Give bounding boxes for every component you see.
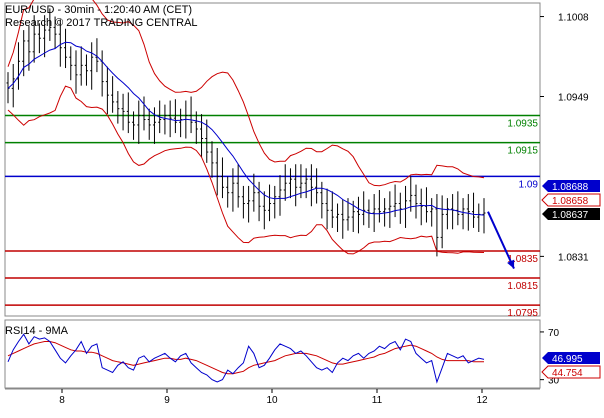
x-tick-label: 8 — [59, 395, 65, 406]
forecast-arrow-line — [487, 211, 515, 269]
bollinger-upper — [7, 0, 485, 187]
level-label-pivot: 1.09 — [519, 179, 539, 190]
x-tick-label: 10 — [266, 395, 278, 406]
level-label-support: 1.0835 — [507, 254, 538, 265]
chart-subtitle: Research © 2017 TRADING CENTRAL — [5, 17, 198, 29]
rsi-value-tag-label: 46.995 — [552, 354, 583, 365]
forecast-arrowhead — [507, 259, 515, 269]
y-tick-label: 1.0949 — [558, 92, 589, 103]
rsi-y-tick-label: 70 — [548, 328, 560, 339]
level-label-support: 1.0815 — [507, 281, 538, 292]
level-label-resistance: 1.0935 — [507, 118, 538, 129]
rsi-value-tag — [542, 352, 600, 364]
y-tick-label: 1.1008 — [558, 13, 589, 24]
bollinger-lower — [7, 85, 485, 255]
chart-title: EUR/USD - 30min - 1:20:40 AM (CET) — [5, 4, 193, 16]
rsi-panel-frame — [4, 319, 541, 389]
price-tag-last-label: 1.08637 — [552, 210, 589, 221]
price-tag-low — [541, 193, 601, 207]
y-tick-label: 1.0831 — [558, 252, 589, 263]
price-panel-frame — [4, 2, 541, 317]
x-tick-label: 12 — [476, 395, 488, 406]
x-tick-label: 11 — [372, 395, 383, 406]
candles — [6, 8, 486, 257]
price-tag-low-label: 1.08658 — [552, 196, 589, 207]
rsi-y-tick-label: 30 — [548, 376, 560, 387]
price-tag-last — [542, 208, 600, 220]
rsi-ma-value-tag-label: 44.754 — [552, 368, 583, 379]
price-tag-high-label: 1.08688 — [552, 182, 589, 193]
price-tag-high — [542, 180, 600, 192]
moving-average-line — [7, 41, 485, 216]
rsi-label: RSI14 - 9MA — [5, 325, 68, 337]
rsi-ma-value-tag — [541, 365, 601, 379]
x-tick-label: 9 — [164, 395, 170, 406]
rsi-line — [7, 333, 485, 384]
level-label-resistance: 1.0915 — [507, 146, 538, 157]
level-label-support: 1.0795 — [507, 308, 538, 319]
